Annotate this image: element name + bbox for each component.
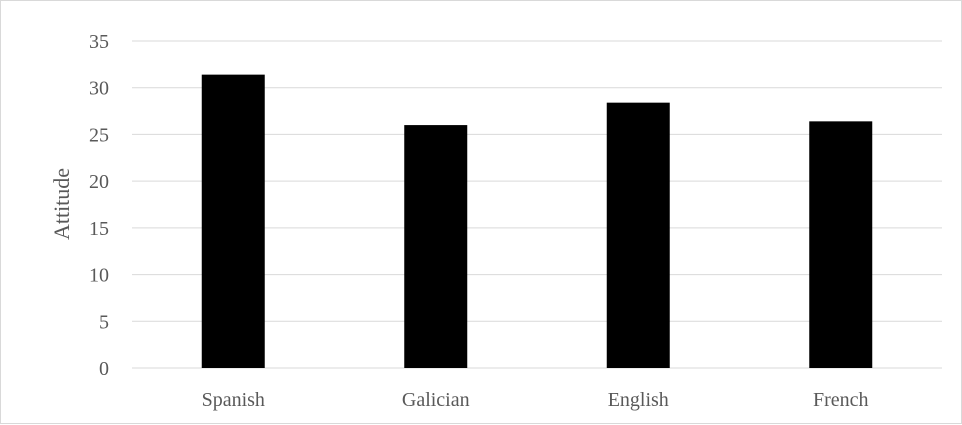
bar-french (809, 121, 873, 368)
x-tick-label: Galician (402, 389, 470, 411)
x-tick-label: French (813, 389, 869, 411)
y-tick-label: 35 (89, 31, 109, 53)
bars (201, 74, 873, 369)
y-tick-label: 5 (99, 311, 109, 333)
x-tick-labels: Spanish Galician English French (202, 389, 869, 411)
bar-galician (404, 125, 468, 368)
y-tick-label: 0 (99, 358, 109, 380)
y-tick-label: 10 (89, 265, 109, 287)
bar-spanish (201, 74, 265, 369)
y-tick-label: 20 (89, 171, 109, 193)
y-tick-label: 25 (89, 124, 109, 146)
y-tick-labels: 0 5 10 15 20 25 30 35 (89, 31, 109, 380)
gridlines (132, 40, 942, 369)
y-tick-label: 30 (89, 78, 109, 100)
x-tick-label: English (608, 389, 669, 411)
x-tick-label: Spanish (202, 389, 265, 411)
y-tick-label: 15 (89, 218, 109, 240)
bar-english (606, 102, 670, 369)
y-axis-title: Attitude (49, 168, 74, 240)
